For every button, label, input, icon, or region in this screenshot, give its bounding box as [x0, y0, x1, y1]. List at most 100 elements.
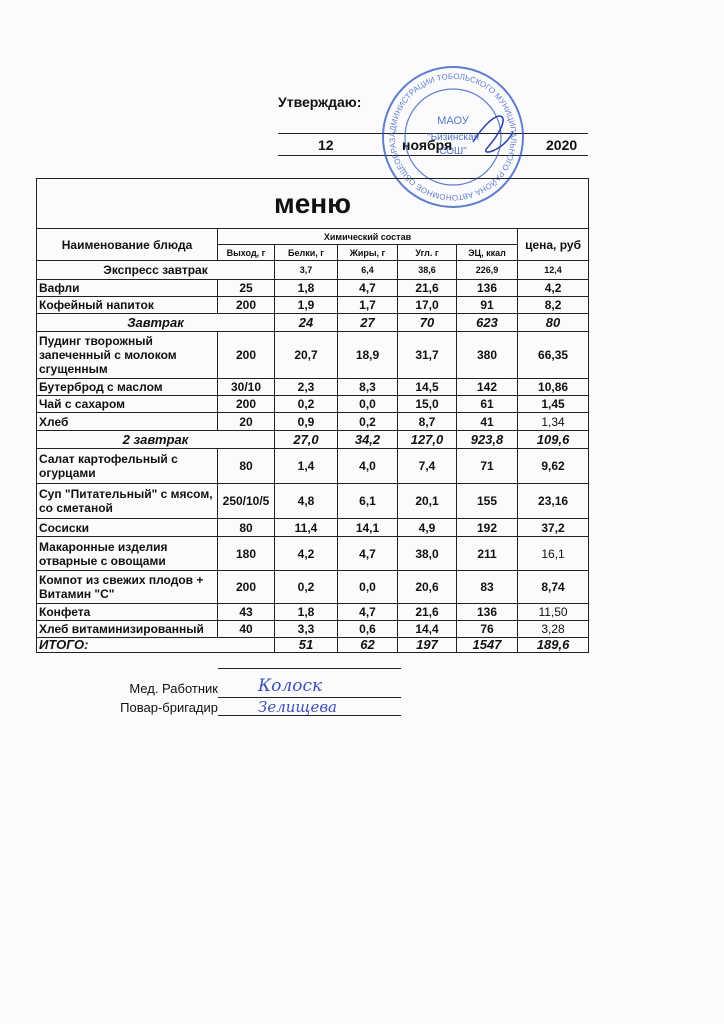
cell-carbs: 20,6 — [397, 570, 457, 604]
cell-carbs: 14,4 — [397, 620, 457, 638]
cell-fat: 0,0 — [337, 570, 398, 604]
cell-price: 37,2 — [516, 518, 590, 537]
header-yield: Выход, г — [217, 244, 275, 261]
cell-price: 1,45 — [516, 395, 590, 413]
table-row: Пудинг творожный запеченный с молоком сг… — [36, 331, 590, 379]
dish-name: Завтрак — [36, 313, 275, 332]
cell-carbs: 14,5 — [397, 378, 457, 396]
cell-fat: 18,9 — [337, 331, 398, 379]
dish-name: Сосиски — [36, 518, 218, 537]
dish-name: Макаронные изделия отварные с овощами — [36, 536, 218, 571]
table-row: Бутерброд с маслом 30/10 2,3 8,3 14,5 142 10,8… — [36, 378, 590, 396]
cell-protein: 0,2 — [274, 395, 338, 413]
cook-signature: Зелищева — [258, 698, 337, 716]
table-row: Хлеб 20 0,9 0,2 8,7 41 1,34 — [36, 412, 590, 431]
cell-carbs: 21,6 — [397, 279, 457, 297]
table-row: Конфета 43 1,8 4,7 21,6 136 11,50 — [36, 603, 590, 621]
dish-name: ИТОГО: — [36, 637, 275, 653]
cell-kcal: 61 — [456, 395, 518, 413]
cell-carbs: 70 — [397, 313, 457, 332]
cell-fat: 4,7 — [337, 279, 398, 297]
section-row: 2 завтрак 27,0 34,2 127,0 923,8 109,6 — [36, 430, 590, 449]
cell-carbs: 21,6 — [397, 603, 457, 621]
cell-carbs: 38,0 — [397, 536, 457, 571]
cell-yield: 200 — [217, 570, 275, 604]
cell-kcal: 155 — [456, 483, 518, 519]
header-chem: Химический состав — [217, 228, 518, 245]
cell-price: 1,34 — [516, 412, 590, 431]
table-row: Компот из свежих плодов + Витамин "С" 200… — [36, 570, 590, 604]
medic-signature: Колоск — [258, 676, 323, 696]
dish-name: Вафли — [36, 279, 218, 297]
cell-price: 3,28 — [516, 620, 590, 638]
cell-kcal: 136 — [456, 279, 518, 297]
cell-fat: 1,7 — [337, 296, 398, 314]
cell-protein: 1,9 — [274, 296, 338, 314]
dish-name: Хлеб — [36, 412, 218, 431]
header-protein: Белки, г — [274, 244, 338, 261]
cell-fat: 0,0 — [337, 395, 398, 413]
cell-protein: 4,2 — [274, 536, 338, 571]
dish-name: Компот из свежих плодов + Витамин "С" — [36, 570, 218, 604]
cell-kcal: 83 — [456, 570, 518, 604]
cell-protein: 1,8 — [274, 603, 338, 621]
cell-kcal: 226,9 — [456, 260, 518, 280]
header-kcal: ЭЦ, ккал — [456, 244, 518, 261]
cell-fat: 27 — [337, 313, 398, 332]
cell-fat: 4,0 — [337, 448, 398, 484]
medic-label: Мед. Работник — [129, 681, 218, 696]
dish-name: Хлеб витаминизированный — [36, 620, 218, 638]
dish-name: 2 завтрак — [36, 430, 275, 449]
cell-price: 66,35 — [516, 331, 590, 379]
cell-price: 11,50 — [516, 603, 590, 621]
dish-name: Суп "Питательный" с мясом, со сметаной — [36, 483, 218, 519]
cell-price: 8,74 — [516, 570, 590, 604]
cell-carbs: 15,0 — [397, 395, 457, 413]
dish-name: Конфета — [36, 603, 218, 621]
cell-yield: 20 — [217, 412, 275, 431]
cell-carbs: 197 — [397, 637, 457, 653]
section-row: Экспресс завтрак 3,7 6,4 38,6 226,9 12,4 — [36, 260, 590, 280]
cell-protein: 2,3 — [274, 378, 338, 396]
cell-yield: 30/10 — [217, 378, 275, 396]
section-row: Завтрак 24 27 70 623 80 — [36, 313, 590, 332]
cook-signature-line — [218, 715, 401, 716]
dish-name: Экспресс завтрак — [36, 260, 275, 280]
official-stamp: АДМИНИСТРАЦИИ ТОБОЛЬСКОГО МУНИЦИПАЛЬНОГО… — [375, 55, 528, 212]
cell-price: 4,2 — [516, 279, 590, 297]
date-day: 12 — [318, 137, 334, 153]
cell-fat: 4,7 — [337, 536, 398, 571]
cell-price: 9,62 — [516, 448, 590, 484]
cell-yield: 40 — [217, 620, 275, 638]
signature-line-top — [218, 668, 401, 669]
cell-protein: 0,9 — [274, 412, 338, 431]
table-row: Хлеб витаминизированный 40 3,3 0,6 14,4 76 3,2… — [36, 620, 590, 638]
cell-carbs: 7,4 — [397, 448, 457, 484]
cell-fat: 8,3 — [337, 378, 398, 396]
cell-kcal: 76 — [456, 620, 518, 638]
cell-fat: 4,7 — [337, 603, 398, 621]
cell-protein: 20,7 — [274, 331, 338, 379]
cell-protein: 3,7 — [274, 260, 338, 280]
header-price: цена, руб — [516, 228, 590, 261]
table-row: Сосиски 80 11,4 14,1 4,9 192 37,2 — [36, 518, 590, 537]
dish-name: Салат картофельный с огурцами — [36, 448, 218, 484]
cell-yield: 200 — [217, 296, 275, 314]
cell-fat: 34,2 — [337, 430, 398, 449]
cell-protein: 51 — [274, 637, 338, 653]
table-row: Салат картофельный с огурцами 80 1,4 4,0 7,4… — [36, 448, 590, 484]
cell-yield: 200 — [217, 331, 275, 379]
svg-text:"Бизинская: "Бизинская — [427, 132, 479, 143]
dish-name: Чай с сахаром — [36, 395, 218, 413]
header-fat: Жиры, г — [337, 244, 398, 261]
cell-price: 109,6 — [516, 430, 590, 449]
date-month: ноября — [402, 137, 453, 153]
cell-protein: 1,8 — [274, 279, 338, 297]
cell-fat: 62 — [337, 637, 398, 653]
dish-name: Пудинг творожный запеченный с молоком сг… — [36, 331, 218, 379]
cell-kcal: 1547 — [456, 637, 518, 653]
date-year: 2020 — [546, 137, 578, 153]
cell-protein: 3,3 — [274, 620, 338, 638]
cell-yield: 43 — [217, 603, 275, 621]
cell-price: 189,6 — [516, 637, 590, 653]
